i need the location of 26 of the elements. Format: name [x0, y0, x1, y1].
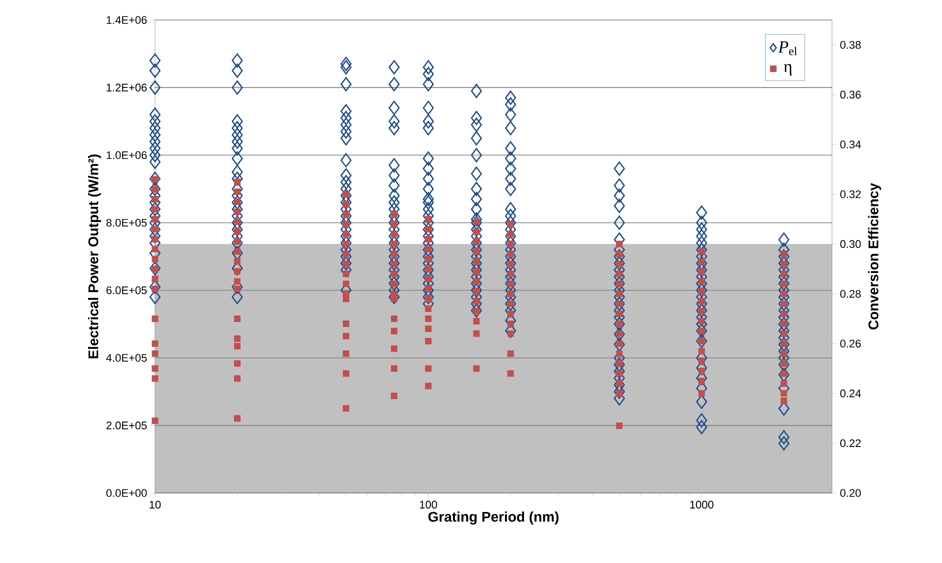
y-tick-label: 2.0E+05 — [106, 422, 147, 430]
y2-tick-label: 0.28 — [840, 290, 861, 298]
y-axis-title: Electrical Power Output (W/m²) — [88, 154, 102, 358]
y2-tick-label: 0.34 — [840, 140, 861, 148]
y2-tick-label: 0.22 — [840, 439, 861, 448]
y-tick-label: 1.4E+06 — [106, 16, 147, 24]
x-tick-label: 1000 — [690, 500, 714, 509]
legend-label: η — [784, 64, 792, 76]
y2-tick-label: 0.20 — [840, 489, 861, 497]
x-tick-label: 100 — [420, 500, 438, 509]
y2-tick-label: 0.26 — [840, 340, 861, 348]
x-tick-label: 10 — [150, 500, 161, 509]
y-tick-label: 6.0E+05 — [106, 286, 147, 294]
y2-tick-label: 0.32 — [840, 190, 861, 198]
y2-tick-label: 0.24 — [840, 390, 861, 398]
y2-tick-label: 0.36 — [840, 90, 861, 99]
y2-axis-title: Conversion Efficiency — [868, 183, 882, 330]
y-tick-label: 1.0E+06 — [106, 151, 147, 160]
legend-label: P$_{el}$ — [778, 41, 798, 56]
y-tick-label: 0.0E+00 — [106, 489, 147, 497]
y-tick-label: 1.2E+06 — [106, 84, 147, 92]
y2-tick-label: 0.30 — [840, 240, 861, 248]
y2-tick-label: 0.38 — [840, 41, 861, 49]
x-axis-title: Grating Period (nm) — [428, 511, 559, 525]
y-tick-label: 4.0E+05 — [106, 354, 147, 362]
y-tick-label: 8.0E+05 — [106, 218, 147, 227]
